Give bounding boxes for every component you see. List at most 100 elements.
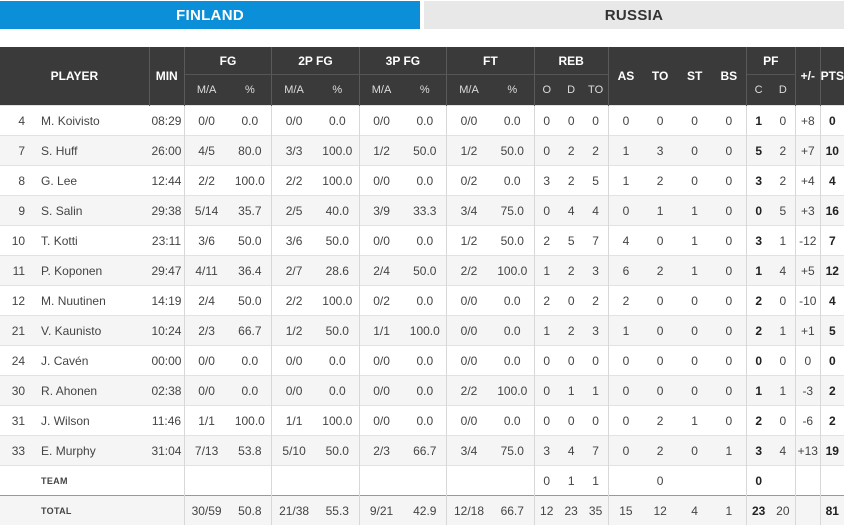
cell-p3: 0/0: [359, 345, 404, 376]
cell-rt: 3: [583, 315, 609, 346]
table-row[interactable]: 30 R. Ahonen 02:38 0/0 0.0 0/0 0.0 0/0 0.0 2/2 100…: [0, 375, 844, 406]
table-row[interactable]: 21 V. Kaunisto 10:24 2/3 66.7 1/2 50.0 1/1 100.0…: [0, 315, 844, 346]
cell-pm: +7: [795, 135, 821, 166]
header-2p-pct[interactable]: %: [315, 74, 360, 106]
cell-p3: 0/0: [359, 405, 404, 436]
cell-fg: 4/5: [184, 135, 229, 166]
cell-name[interactable]: S. Salin: [37, 195, 150, 226]
cell-p3: 0/0: [359, 225, 404, 256]
cell-name[interactable]: S. Huff: [37, 135, 150, 166]
cell-name: TEAM: [37, 465, 150, 496]
table-row[interactable]: 24 J. Cavén 00:00 0/0 0.0 0/0 0.0 0/0 0.0 0/0 0.0 0…: [0, 345, 844, 376]
header-reb-d[interactable]: D: [558, 74, 584, 106]
cell-st: 1: [677, 405, 713, 436]
table-row[interactable]: 8 G. Lee 12:44 2/2 100.0 2/2 100.0 0/0 0.0 0/2 0.0…: [0, 165, 844, 196]
cell-fgp: [228, 465, 273, 496]
cell-bs: 0: [712, 105, 747, 136]
header-as[interactable]: AS: [608, 47, 644, 106]
header-to[interactable]: TO: [643, 47, 678, 106]
cell-name[interactable]: M. Koivisto: [37, 105, 150, 136]
cell-st: 0: [677, 375, 713, 406]
cell-as: 4: [608, 225, 644, 256]
cell-p2: 3/6: [271, 225, 316, 256]
cell-name[interactable]: J. Wilson: [37, 405, 150, 436]
header-bs[interactable]: BS: [712, 47, 747, 106]
cell-pfd: [770, 465, 796, 496]
header-pf-c[interactable]: C: [746, 74, 771, 106]
cell-rt: 35: [583, 495, 609, 525]
cell-name[interactable]: G. Lee: [37, 165, 150, 196]
cell-p2: 1/1: [271, 405, 316, 436]
cell-as: 0: [608, 405, 644, 436]
cell-name[interactable]: E. Murphy: [37, 435, 150, 466]
header-fg-ma[interactable]: M/A: [184, 74, 229, 106]
cell-rt: 2: [583, 285, 609, 316]
cell-name[interactable]: J. Cavén: [37, 345, 150, 376]
cell-rt: 0: [583, 345, 609, 376]
table-row[interactable]: 33 E. Murphy 31:04 7/13 53.8 5/10 50.0 2/3 66.7 3…: [0, 435, 844, 466]
cell-pfc: 5: [746, 135, 771, 166]
header-player[interactable]: PLAYER: [0, 47, 150, 106]
table-row[interactable]: 7 S. Huff 26:00 4/5 80.0 3/3 100.0 1/2 50.0 1/2 50…: [0, 135, 844, 166]
tab-finland[interactable]: FINLAND: [0, 1, 420, 29]
cell-name[interactable]: V. Kaunisto: [37, 315, 150, 346]
tab-russia[interactable]: RUSSIA: [424, 1, 844, 29]
header-ft: FT: [446, 47, 535, 75]
header-2p-ma[interactable]: M/A: [271, 74, 316, 106]
cell-min: 23:11: [149, 225, 185, 256]
header-st[interactable]: ST: [677, 47, 713, 106]
cell-fg: 4/11: [184, 255, 229, 286]
cell-name[interactable]: T. Kotti: [37, 225, 150, 256]
cell-as: 15: [608, 495, 644, 525]
header-min[interactable]: MIN: [149, 47, 185, 106]
cell-pts: 4: [820, 285, 844, 316]
table-row[interactable]: 12 M. Nuutinen 14:19 2/4 50.0 2/2 100.0 0/2 0.0 0…: [0, 285, 844, 316]
header-ft-pct[interactable]: %: [490, 74, 535, 106]
cell-st: 1: [677, 255, 713, 286]
cell-rt: 1: [583, 465, 609, 496]
cell-pfc: 3: [746, 435, 771, 466]
table-row[interactable]: 10 T. Kotti 23:11 3/6 50.0 3/6 50.0 0/0 0.0 1/2 50…: [0, 225, 844, 256]
header-3p-ma[interactable]: M/A: [359, 74, 404, 106]
cell-o: 0: [534, 345, 559, 376]
cell-p2p: 100.0: [315, 165, 360, 196]
team-tabs: FINLAND RUSSIA: [0, 1, 844, 29]
cell-name[interactable]: R. Ahonen: [37, 375, 150, 406]
cell-ft: 2/2: [446, 255, 491, 286]
cell-ftp: 75.0: [490, 195, 535, 226]
header-fg-pct[interactable]: %: [228, 74, 273, 106]
cell-name[interactable]: M. Nuutinen: [37, 285, 150, 316]
cell-ft: 2/2: [446, 375, 491, 406]
table-row[interactable]: 31 J. Wilson 11:46 1/1 100.0 1/1 100.0 0/0 0.0 0/…: [0, 405, 844, 436]
table-row[interactable]: 9 S. Salin 29:38 5/14 35.7 2/5 40.0 3/9 33.3 3/4 7…: [0, 195, 844, 226]
cell-p3p: 0.0: [403, 405, 448, 436]
cell-fgp: 0.0: [228, 105, 273, 136]
cell-to: 0: [643, 375, 678, 406]
cell-d: 0: [558, 105, 584, 136]
cell-bs: 0: [712, 225, 747, 256]
header-pts[interactable]: PTS: [820, 47, 844, 106]
cell-ftp: 0.0: [490, 315, 535, 346]
header-ft-ma[interactable]: M/A: [446, 74, 491, 106]
header-3p-pct[interactable]: %: [403, 74, 448, 106]
cell-o: 1: [534, 315, 559, 346]
header-plus-minus[interactable]: +/-: [795, 47, 821, 106]
cell-to: 1: [643, 195, 678, 226]
cell-st: [677, 465, 713, 496]
cell-fg: 0/0: [184, 345, 229, 376]
cell-name[interactable]: P. Koponen: [37, 255, 150, 286]
cell-pfc: 2: [746, 405, 771, 436]
header-reb-to[interactable]: TO: [583, 74, 609, 106]
cell-p2p: 55.3: [315, 495, 360, 525]
table-row[interactable]: 4 M. Koivisto 08:29 0/0 0.0 0/0 0.0 0/0 0.0 0/0 0.…: [0, 105, 844, 136]
header-pf-d[interactable]: D: [770, 74, 796, 106]
header-reb-o[interactable]: O: [534, 74, 559, 106]
cell-num: 31: [0, 405, 38, 436]
cell-to: 0: [643, 105, 678, 136]
cell-ftp: 0.0: [490, 165, 535, 196]
cell-pts: 5: [820, 315, 844, 346]
cell-d: 4: [558, 435, 584, 466]
cell-fg: 2/4: [184, 285, 229, 316]
table-row[interactable]: 11 P. Koponen 29:47 4/11 36.4 2/7 28.6 2/4 50.0 2…: [0, 255, 844, 286]
cell-p2p: 100.0: [315, 405, 360, 436]
